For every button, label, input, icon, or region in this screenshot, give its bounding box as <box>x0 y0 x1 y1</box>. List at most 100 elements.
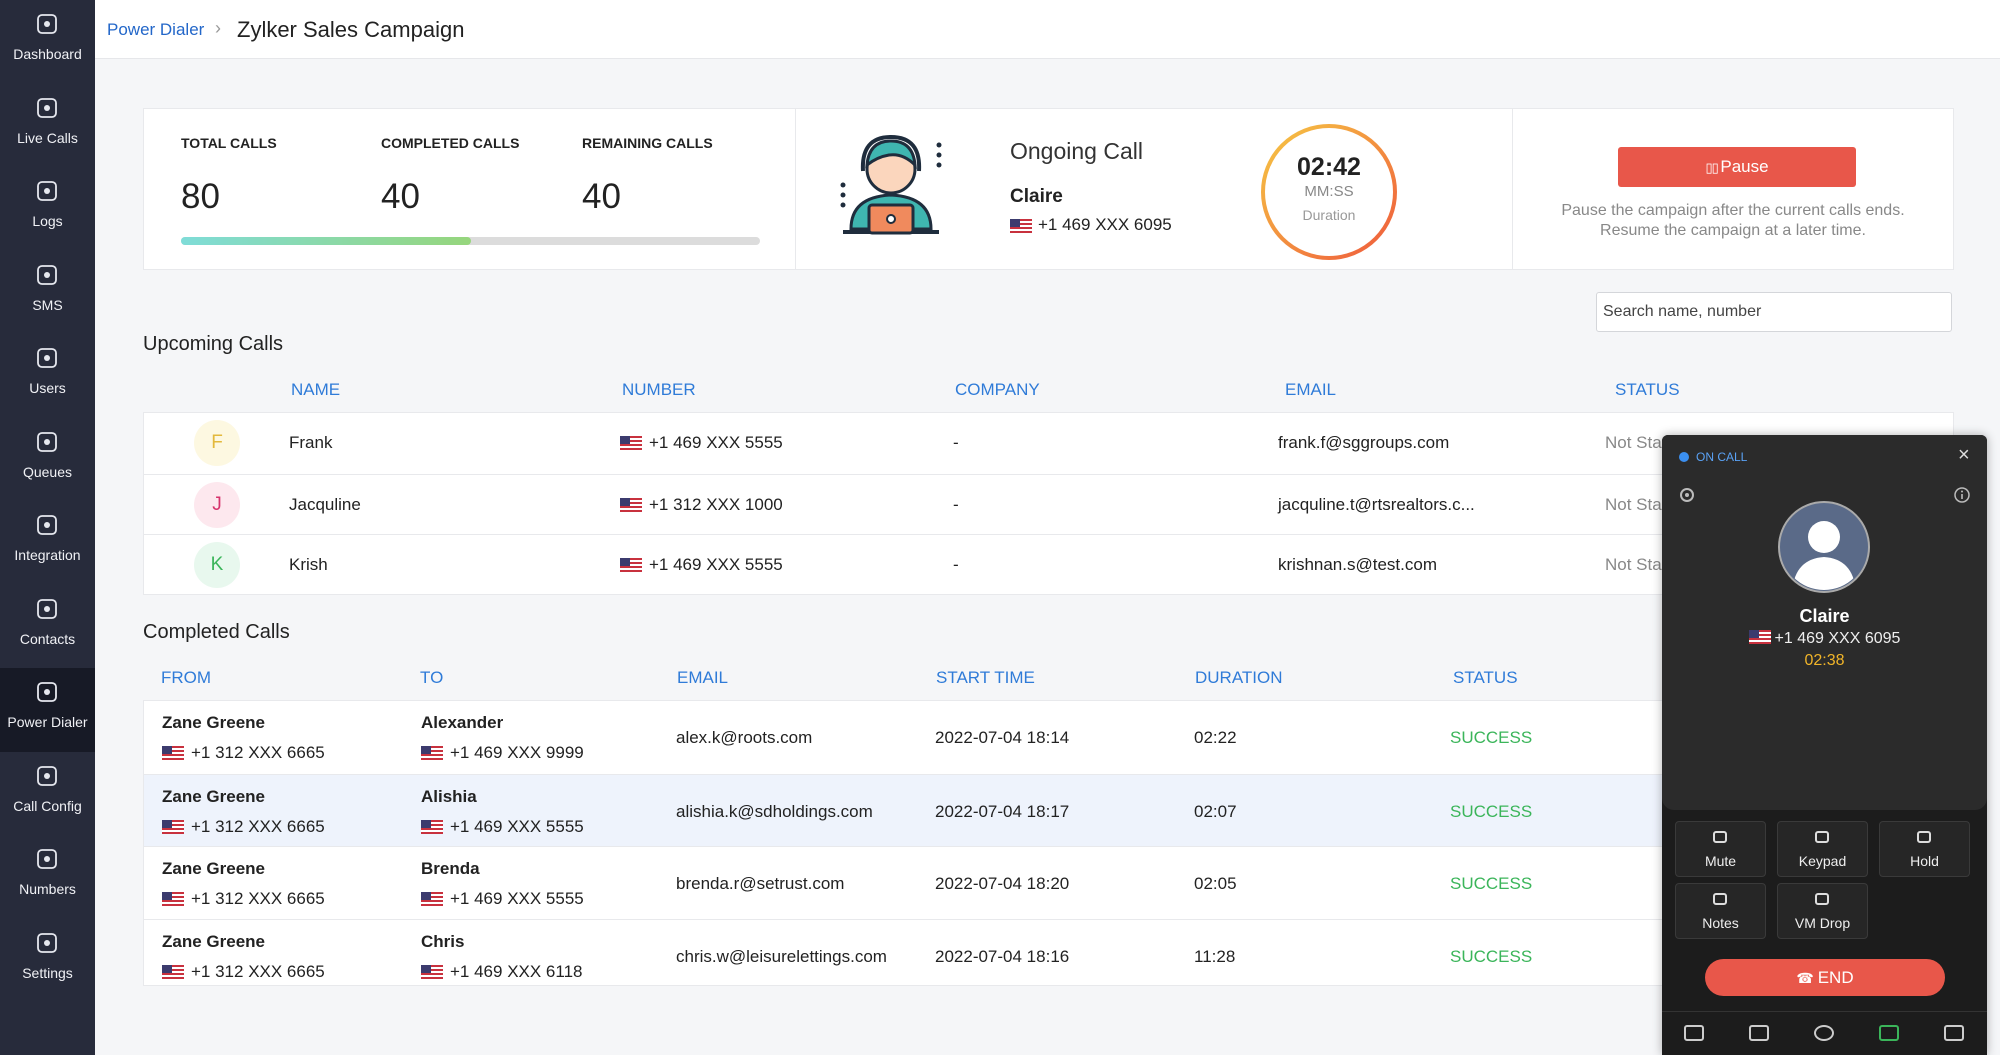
panel-nav-icon[interactable] <box>1749 1025 1769 1041</box>
column-header: NAME <box>291 380 341 399</box>
nav-item[interactable]: Live Calls <box>0 84 95 168</box>
pause-label: Pause <box>1720 157 1769 176</box>
status-dot <box>1679 452 1689 462</box>
call-status: ON CALL <box>1696 450 1748 464</box>
call-panel-top <box>1662 435 1987 810</box>
contact-company: - <box>953 494 959 514</box>
flag <box>620 497 642 512</box>
contact-name: Frank <box>289 433 333 452</box>
campaign-summary: Ongoing Call Claire +1 469 XXX 6095 02:4… <box>143 108 1954 270</box>
call-status: SUCCESS <box>1450 801 1533 821</box>
nav-item[interactable]: Contacts <box>0 585 95 669</box>
nav-item[interactable]: Users <box>0 334 95 418</box>
nav-label: Users <box>29 380 66 396</box>
end-button[interactable]: ☎ END <box>1705 959 1945 996</box>
nav-item[interactable]: Integration <box>0 501 95 585</box>
nav-label: Queues <box>22 463 73 480</box>
avatar: K <box>194 542 240 588</box>
nav-icon <box>37 849 57 869</box>
stat-label: COMPLETED CALLS <box>381 135 520 151</box>
progress-track <box>181 237 760 245</box>
sidebar: Dashboard Live Calls Logs SMS Users Queues Int… <box>0 0 95 1055</box>
nav-icon <box>37 97 57 118</box>
flag <box>1748 630 1771 644</box>
nav-icon <box>37 682 57 702</box>
call-timer: 02:38 <box>1804 652 1845 669</box>
info-icon[interactable] <box>1953 486 1971 504</box>
flag <box>620 558 642 572</box>
nav-label: Logs <box>32 213 63 229</box>
progress-fill <box>181 237 471 245</box>
contact-email: krishnan.s@test.com <box>1278 555 1437 574</box>
panel-button-icon <box>1815 893 1829 905</box>
panel-nav-icon[interactable] <box>1879 1025 1899 1041</box>
to-name: Alishia <box>421 786 477 806</box>
column-header: STATUS <box>1453 668 1518 687</box>
flag <box>620 436 642 450</box>
panel-button[interactable]: Hold <box>1879 821 1970 877</box>
from-name: Zane Greene <box>162 713 265 732</box>
flag <box>421 819 443 834</box>
table-row: K Krish +1 469 XXX 5555 - krishnan.s@test.co… <box>144 534 1953 595</box>
close-button[interactable]: × <box>1958 444 1970 466</box>
column-header: EMAIL <box>1285 380 1337 399</box>
contact-number: +1 469 XXX 5555 <box>649 433 783 452</box>
to-name: Brenda <box>421 859 480 879</box>
table-row: Zane Greene +1 312 XXX 6665 Chris +1 469 XX… <box>144 919 1953 992</box>
to-number: +1 469 XXX 6118 <box>450 962 583 982</box>
call-panel: ON CALL × Claire +1 469 XXX 6095 02:38 ☎… <box>1662 435 1987 1055</box>
nav-label: Call Config <box>13 797 82 814</box>
nav-item[interactable]: Numbers <box>0 835 95 919</box>
column-header: TO <box>420 668 444 687</box>
nav-item[interactable]: Call Config <box>0 752 95 836</box>
breadcrumb-link[interactable]: Power Dialer <box>107 20 205 39</box>
panel-button[interactable]: Keypad <box>1777 821 1868 877</box>
panel-button[interactable]: VM Drop <box>1777 883 1868 939</box>
nav-item[interactable]: Dashboard <box>0 0 95 84</box>
contact-name: Krish <box>289 555 328 574</box>
nav-item[interactable]: SMS <box>0 251 95 335</box>
call-status: SUCCESS <box>1450 728 1533 747</box>
from-name: Zane Greene <box>162 859 265 879</box>
pause-button[interactable]: ▯▯ Pause <box>1618 147 1856 187</box>
upcoming-table: F Frank +1 469 XXX 5555 - frank.f@sggroups.c… <box>143 412 1954 595</box>
panel-button[interactable]: Notes <box>1675 883 1766 939</box>
nav-icon <box>37 348 57 368</box>
contact-email: jacquline.t@rtsrealtors.c... <box>1278 494 1475 514</box>
from-number: +1 312 XXX 6665 <box>191 743 325 762</box>
to-number: +1 469 XXX 9999 <box>450 743 584 762</box>
panel-nav-icon[interactable] <box>1944 1025 1964 1041</box>
duration: 02:07 <box>1194 801 1237 821</box>
settings-icon[interactable] <box>1678 486 1696 504</box>
call-status: SUCCESS <box>1450 874 1533 894</box>
ongoing-number: +1 469 XXX 6095 <box>1038 215 1172 234</box>
start-time: 2022-07-04 18:14 <box>935 728 1070 747</box>
flag <box>421 746 443 760</box>
agent-illustration <box>840 134 942 235</box>
nav-label: Power Dialer <box>7 714 88 730</box>
nav-item[interactable]: Power Dialer <box>0 668 95 752</box>
start-time: 2022-07-04 18:16 <box>935 947 1070 967</box>
caller-avatar <box>1778 501 1870 593</box>
from-name: Zane Greene <box>162 786 265 806</box>
search-input[interactable]: Search name, number <box>1596 292 1952 332</box>
panel-nav-icon[interactable] <box>1684 1025 1704 1041</box>
column-header: EMAIL <box>677 668 729 687</box>
nav-item[interactable]: Queues <box>0 418 95 502</box>
flag <box>1010 219 1032 233</box>
panel-nav-icon[interactable] <box>1814 1025 1834 1041</box>
avatar: J <box>194 481 240 528</box>
search-placeholder: Search name, number <box>1603 303 1762 320</box>
flag <box>162 819 184 834</box>
column-header: NUMBER <box>622 380 696 399</box>
stat-label: REMAINING CALLS <box>582 135 713 151</box>
nav-item[interactable]: Logs <box>0 167 95 251</box>
panel-button[interactable]: Mute <box>1675 821 1766 877</box>
duration-ring <box>1261 124 1397 260</box>
email: alishia.k@sdholdings.com <box>676 801 873 821</box>
column-header: COMPANY <box>955 380 1040 399</box>
nav-item[interactable]: Settings <box>0 919 95 1003</box>
panel-button-icon <box>1713 893 1727 905</box>
stat-value: 40 <box>582 177 621 216</box>
duration: 02:22 <box>1194 728 1237 747</box>
